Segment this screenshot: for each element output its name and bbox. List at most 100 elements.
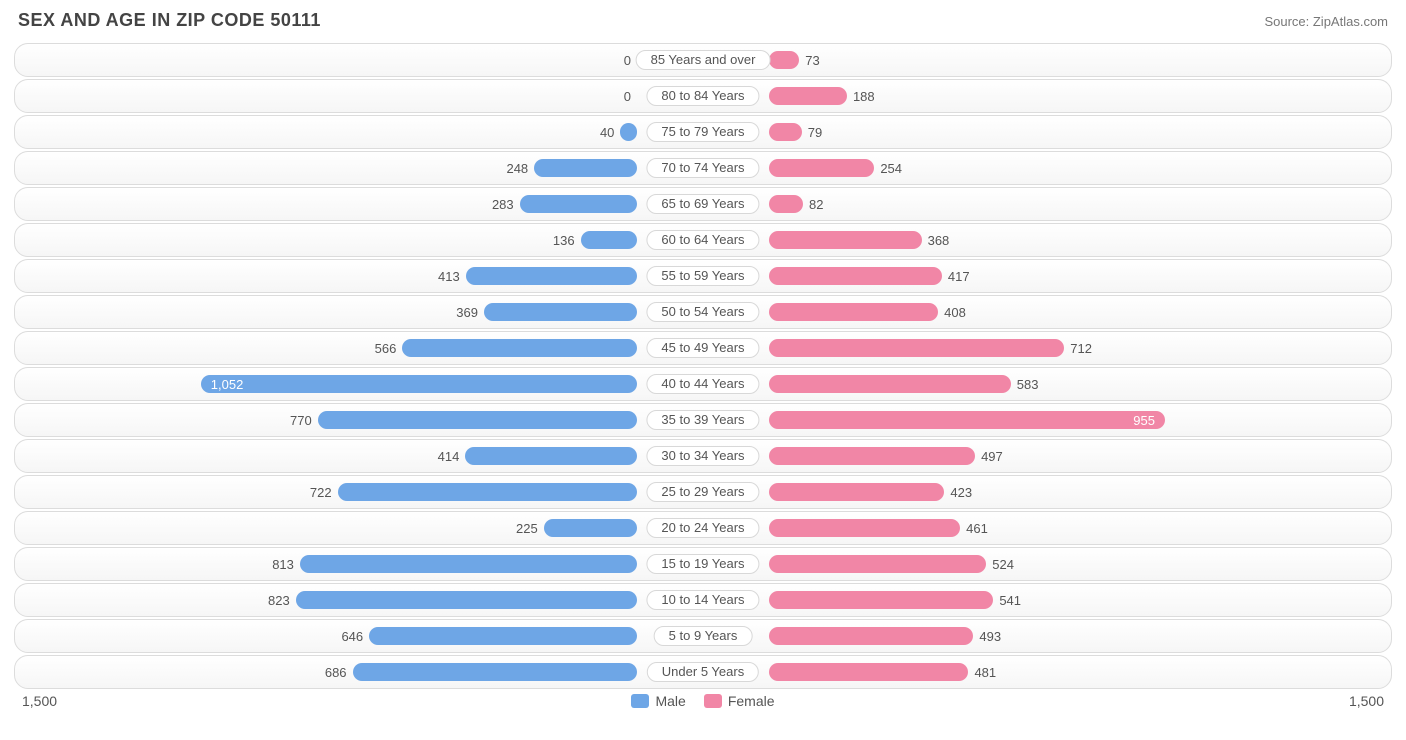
age-group-label: 80 to 84 Years [646, 86, 759, 106]
legend-label-female: Female [728, 693, 775, 709]
age-group-label: 75 to 79 Years [646, 122, 759, 142]
male-value: 40 [600, 125, 614, 140]
male-half: 770 [15, 404, 703, 436]
female-half: 541 [703, 584, 1391, 616]
female-value: 79 [808, 125, 822, 140]
female-half: 254 [703, 152, 1391, 184]
male-value: 770 [290, 413, 312, 428]
age-group-label: 65 to 69 Years [646, 194, 759, 214]
male-value: 283 [492, 197, 514, 212]
male-half: 813 [15, 548, 703, 580]
female-value: 497 [981, 449, 1003, 464]
female-half: 188 [703, 80, 1391, 112]
female-value: 188 [853, 89, 875, 104]
male-half: 722 [15, 476, 703, 508]
chart-title: SEX AND AGE IN ZIP CODE 50111 [18, 10, 321, 31]
male-half: 369 [15, 296, 703, 328]
male-bar [581, 231, 637, 249]
legend-item-female: Female [704, 693, 775, 709]
female-value: 493 [979, 629, 1001, 644]
male-half: 414 [15, 440, 703, 472]
legend-swatch-male [631, 694, 649, 708]
male-bar [369, 627, 637, 645]
male-value: 722 [310, 485, 332, 500]
male-bar [338, 483, 637, 501]
female-value: 583 [1017, 377, 1039, 392]
male-bar [466, 267, 637, 285]
female-value: 481 [974, 665, 996, 680]
pyramid-row: 0 188 80 to 84 Years [14, 79, 1392, 113]
axis-max-left: 1,500 [22, 693, 57, 709]
female-half: 583 [703, 368, 1391, 400]
male-half: 823 [15, 584, 703, 616]
pyramid-row: 40 79 75 to 79 Years [14, 115, 1392, 149]
age-group-label: Under 5 Years [647, 662, 759, 682]
female-bar [769, 519, 960, 537]
female-half: 423 [703, 476, 1391, 508]
male-half: 1,052 [15, 368, 703, 400]
age-group-label: 45 to 49 Years [646, 338, 759, 358]
female-value: 254 [880, 161, 902, 176]
pyramid-row: 22546120 to 24 Years [14, 511, 1392, 545]
female-half: 73 [703, 44, 1391, 76]
male-value: 369 [456, 305, 478, 320]
male-bar [484, 303, 637, 321]
pyramid-row: 6464935 to 9 Years [14, 619, 1392, 653]
male-half: 646 [15, 620, 703, 652]
male-half: 413 [15, 260, 703, 292]
female-value: 82 [809, 197, 823, 212]
legend-label-male: Male [655, 693, 685, 709]
male-half: 0 [15, 44, 703, 76]
female-value: 423 [950, 485, 972, 500]
male-value: 414 [438, 449, 460, 464]
female-value: 73 [805, 53, 819, 68]
age-group-label: 30 to 34 Years [646, 446, 759, 466]
female-bar [769, 231, 922, 249]
female-value: 417 [948, 269, 970, 284]
male-value: 813 [272, 557, 294, 572]
male-half: 40 [15, 116, 703, 148]
pyramid-row: 1,052 583 40 to 44 Years [14, 367, 1392, 401]
male-bar [296, 591, 637, 609]
male-bar [620, 123, 637, 141]
pyramid-row: 686481Under 5 Years [14, 655, 1392, 689]
age-group-label: 40 to 44 Years [646, 374, 759, 394]
female-bar [769, 195, 803, 213]
female-half: 417 [703, 260, 1391, 292]
male-half: 225 [15, 512, 703, 544]
female-half: 712 [703, 332, 1391, 364]
age-group-label: 85 Years and over [636, 50, 771, 70]
female-half: 481 [703, 656, 1391, 688]
pyramid-row: 414 497 30 to 34 Years [14, 439, 1392, 473]
female-bar [769, 483, 944, 501]
legend: Male Female [57, 693, 1349, 709]
age-group-label: 50 to 54 Years [646, 302, 759, 322]
female-bar [769, 663, 968, 681]
male-value: 1,052 [201, 377, 254, 392]
female-value: 712 [1070, 341, 1092, 356]
male-bar [300, 555, 637, 573]
female-bar: 955 [769, 411, 1165, 429]
female-bar [769, 123, 802, 141]
male-value: 0 [624, 89, 631, 104]
male-bar [465, 447, 637, 465]
female-value: 461 [966, 521, 988, 536]
male-half: 0 [15, 80, 703, 112]
male-half: 283 [15, 188, 703, 220]
male-value: 823 [268, 593, 290, 608]
male-bar: 1,052 [201, 375, 637, 393]
male-bar [318, 411, 637, 429]
female-value: 541 [999, 593, 1021, 608]
female-half: 408 [703, 296, 1391, 328]
male-half: 566 [15, 332, 703, 364]
pyramid-row: 13636860 to 64 Years [14, 223, 1392, 257]
female-value: 955 [1123, 413, 1165, 428]
age-group-label: 15 to 19 Years [646, 554, 759, 574]
female-bar [769, 591, 993, 609]
female-value: 408 [944, 305, 966, 320]
female-bar [769, 267, 942, 285]
age-group-label: 25 to 29 Years [646, 482, 759, 502]
male-value: 248 [506, 161, 528, 176]
male-bar [520, 195, 637, 213]
male-bar [534, 159, 637, 177]
